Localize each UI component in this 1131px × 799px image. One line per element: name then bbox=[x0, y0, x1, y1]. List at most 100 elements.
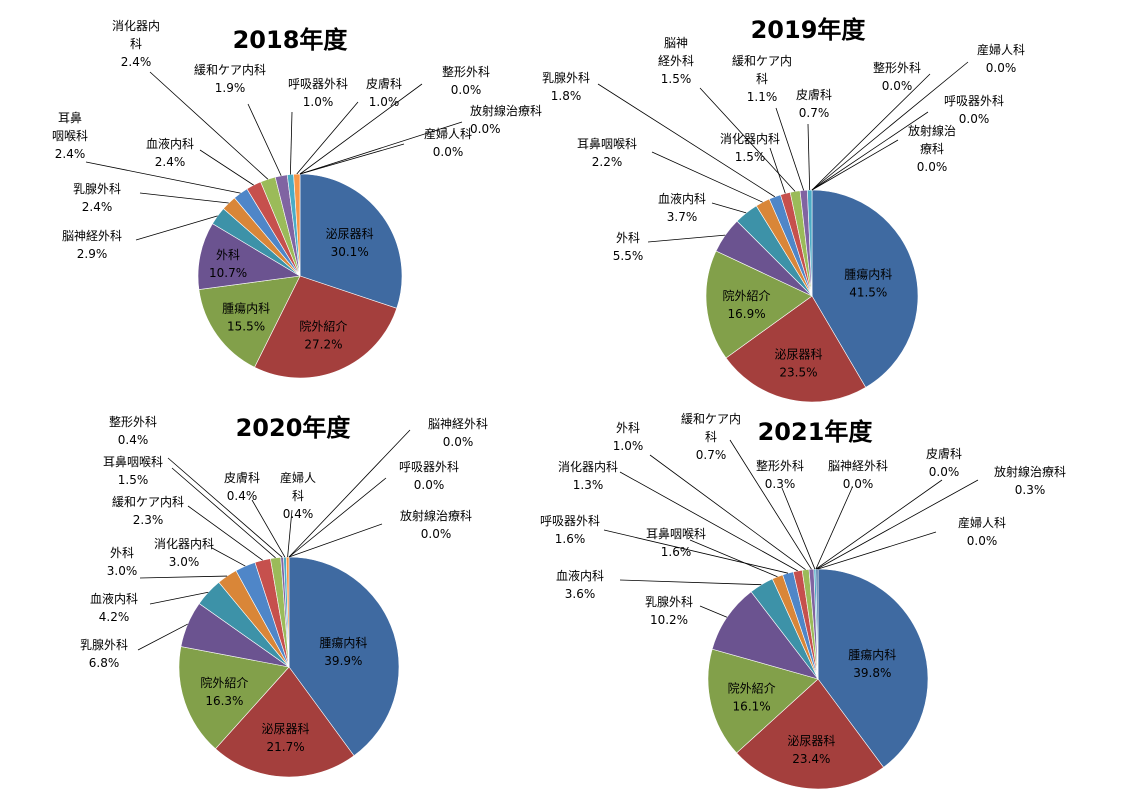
slice-label: 院外紹介 bbox=[728, 682, 776, 696]
slice-label: 乳腺外科 bbox=[645, 595, 693, 609]
slice-value: 30.1% bbox=[331, 245, 369, 259]
slice-label: 外科 bbox=[216, 248, 240, 262]
slice-value: 0.0% bbox=[967, 534, 998, 548]
slice-label: 乳腺外科 bbox=[73, 182, 121, 196]
leader-line bbox=[729, 439, 812, 570]
leader-line bbox=[288, 429, 411, 558]
pie-slice bbox=[736, 678, 884, 790]
pie-slice bbox=[811, 189, 919, 388]
slice-value: 2.4% bbox=[55, 147, 86, 161]
leader-line bbox=[85, 161, 241, 194]
leader-line bbox=[647, 234, 726, 243]
slice-label: 消化器内 bbox=[112, 19, 160, 33]
leader-line bbox=[811, 139, 899, 191]
slice-value: 3.0% bbox=[169, 555, 200, 569]
slice-label: 腫瘍内科 bbox=[319, 635, 367, 650]
leader-line bbox=[299, 121, 463, 175]
slice-label: 咽喉科 bbox=[52, 129, 88, 143]
pie-slice bbox=[254, 275, 398, 379]
pie-slice bbox=[293, 173, 301, 277]
slice-value: 2.2% bbox=[592, 155, 623, 169]
slice-value: 0.0% bbox=[959, 112, 990, 126]
slice-label: 外科 bbox=[616, 421, 640, 435]
leader-line bbox=[651, 151, 763, 203]
leader-line bbox=[817, 531, 937, 570]
slice-label: 整形外科 bbox=[873, 60, 921, 75]
leader-line bbox=[187, 505, 263, 561]
leader-line bbox=[296, 101, 359, 175]
slice-label: 緩和ケア内 bbox=[681, 412, 741, 426]
slice-value: 0.4% bbox=[283, 507, 314, 521]
slice-label: 外科 bbox=[110, 546, 134, 560]
slice-value: 0.0% bbox=[443, 435, 474, 449]
slice-value: 2.4% bbox=[82, 200, 113, 214]
pie-slice bbox=[214, 666, 355, 778]
slice-label: 放射線治療科 bbox=[470, 103, 542, 118]
pie-slice bbox=[288, 556, 400, 757]
slice-value: 0.0% bbox=[929, 465, 960, 479]
slice-label: 脳神経外科 bbox=[62, 229, 122, 243]
chart-title: 2021年度 bbox=[758, 418, 874, 446]
slice-value: 16.9% bbox=[728, 307, 766, 321]
leader-line bbox=[167, 457, 283, 558]
leader-line bbox=[699, 605, 728, 618]
slice-label: 泌尿器科 bbox=[262, 722, 310, 736]
leader-line bbox=[811, 73, 931, 191]
slice-label: 整形外科 bbox=[109, 414, 157, 429]
slice-label: 院外紹介 bbox=[299, 320, 347, 334]
slice-value: 0.0% bbox=[882, 79, 913, 93]
slice-value: 2.4% bbox=[121, 55, 152, 69]
leader-line bbox=[287, 509, 293, 558]
leader-line bbox=[135, 215, 218, 241]
leader-line bbox=[815, 479, 943, 570]
leader-line bbox=[619, 579, 762, 586]
chart-title: 2018年度 bbox=[233, 26, 349, 54]
leader-line bbox=[619, 471, 798, 572]
slice-label: 呼吸器外科 bbox=[944, 94, 1004, 108]
slice-label: 泌尿器科 bbox=[774, 347, 822, 361]
slice-label: 整形外科 bbox=[442, 64, 490, 79]
leader-line bbox=[699, 87, 796, 192]
pie-slice bbox=[197, 223, 301, 290]
slice-label: 産婦人 bbox=[280, 470, 316, 485]
pie-slice bbox=[725, 295, 867, 403]
slice-label: 科 bbox=[756, 72, 768, 86]
slice-label: 皮膚科 bbox=[366, 76, 402, 91]
slice-value: 15.5% bbox=[227, 320, 265, 334]
slice-value: 0.7% bbox=[799, 106, 830, 120]
leader-line bbox=[211, 547, 246, 567]
slice-label: 科 bbox=[292, 489, 304, 503]
slice-value: 27.2% bbox=[304, 338, 342, 352]
pie-slice bbox=[198, 275, 301, 368]
slice-label: 産婦人科 bbox=[977, 42, 1025, 57]
slice-label: 乳腺外科 bbox=[542, 71, 590, 85]
slice-label: 院外紹介 bbox=[723, 289, 771, 303]
slice-value: 1.3% bbox=[573, 478, 604, 492]
leader-line bbox=[689, 539, 778, 578]
slice-label: 脳神経外科 bbox=[428, 417, 488, 431]
slice-value: 2.4% bbox=[155, 155, 186, 169]
leader-line bbox=[816, 479, 979, 570]
leader-line bbox=[251, 499, 286, 558]
slice-label: 緩和ケア内科 bbox=[194, 63, 266, 77]
leader-line bbox=[811, 61, 969, 191]
slice-label: 腫瘍内科 bbox=[222, 301, 270, 316]
slice-value: 10.2% bbox=[650, 613, 688, 627]
slice-label: 呼吸器外科 bbox=[288, 77, 348, 91]
leader-line bbox=[149, 71, 269, 180]
leader-line bbox=[807, 123, 811, 191]
slice-label: 腫瘍内科 bbox=[848, 647, 896, 662]
slice-value: 0.3% bbox=[1015, 483, 1046, 497]
leader-line bbox=[299, 143, 405, 175]
slice-value: 0.4% bbox=[227, 489, 258, 503]
slice-value: 0.0% bbox=[917, 160, 948, 174]
slice-value: 0.3% bbox=[765, 477, 796, 491]
leader-line bbox=[781, 487, 816, 570]
slice-label: 経外科 bbox=[658, 54, 694, 68]
chart-title: 2020年度 bbox=[236, 414, 352, 442]
leader-line bbox=[288, 523, 383, 558]
slice-value: 0.0% bbox=[451, 83, 482, 97]
slice-value: 0.0% bbox=[433, 145, 464, 159]
slice-value: 0.4% bbox=[118, 433, 149, 447]
